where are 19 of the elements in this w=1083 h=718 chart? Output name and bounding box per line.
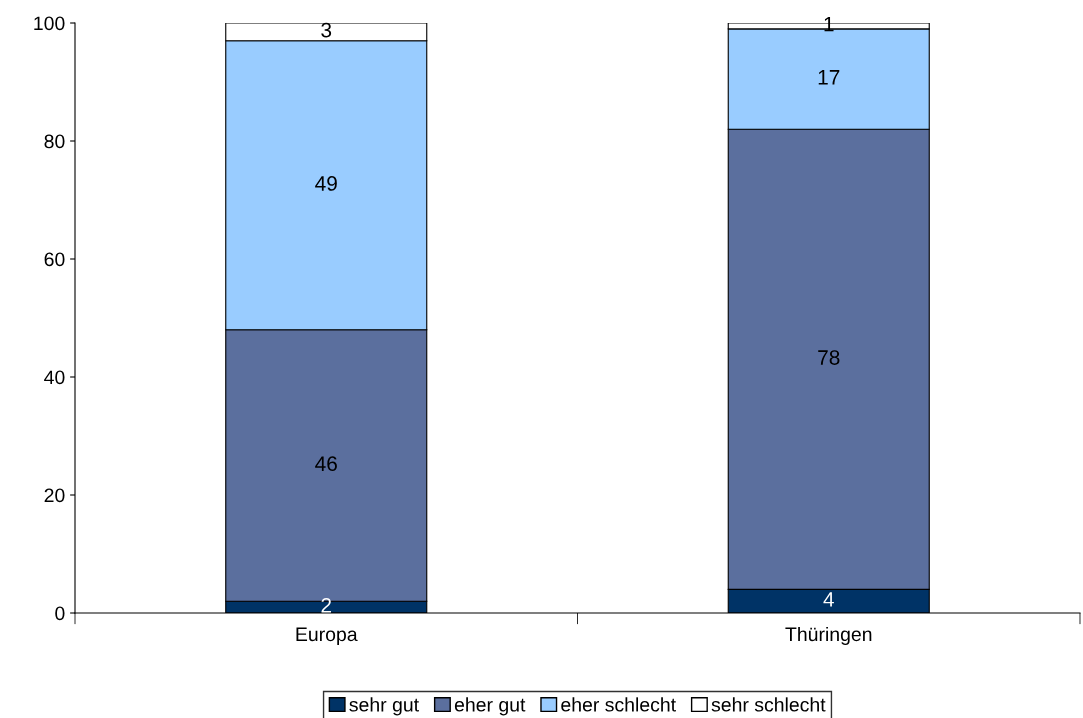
y-tick-label: 40	[44, 370, 65, 385]
data-label: 49	[315, 176, 337, 191]
x-tick-label: Europa	[296, 627, 358, 646]
data-label: 2	[321, 597, 331, 613]
data-label: 17	[818, 70, 840, 85]
x-tick-label: Thüringen	[785, 626, 872, 646]
data-label: 4	[823, 592, 834, 607]
data-label: 78	[818, 350, 840, 365]
y-tick-label: 0	[55, 606, 65, 621]
data-label: 3	[321, 22, 332, 38]
y-tick-label: 60	[44, 252, 65, 267]
y-tick-label: 80	[44, 134, 65, 149]
legend-label: eher gut	[454, 697, 526, 716]
legend-label: sehr schlecht	[711, 697, 826, 712]
data-label: 46	[315, 456, 337, 472]
y-tick-label: 100	[34, 16, 65, 31]
legend-label: eher schlecht	[561, 697, 676, 712]
legend-label: sehr gut	[349, 697, 419, 716]
y-tick-label: 20	[44, 488, 65, 503]
